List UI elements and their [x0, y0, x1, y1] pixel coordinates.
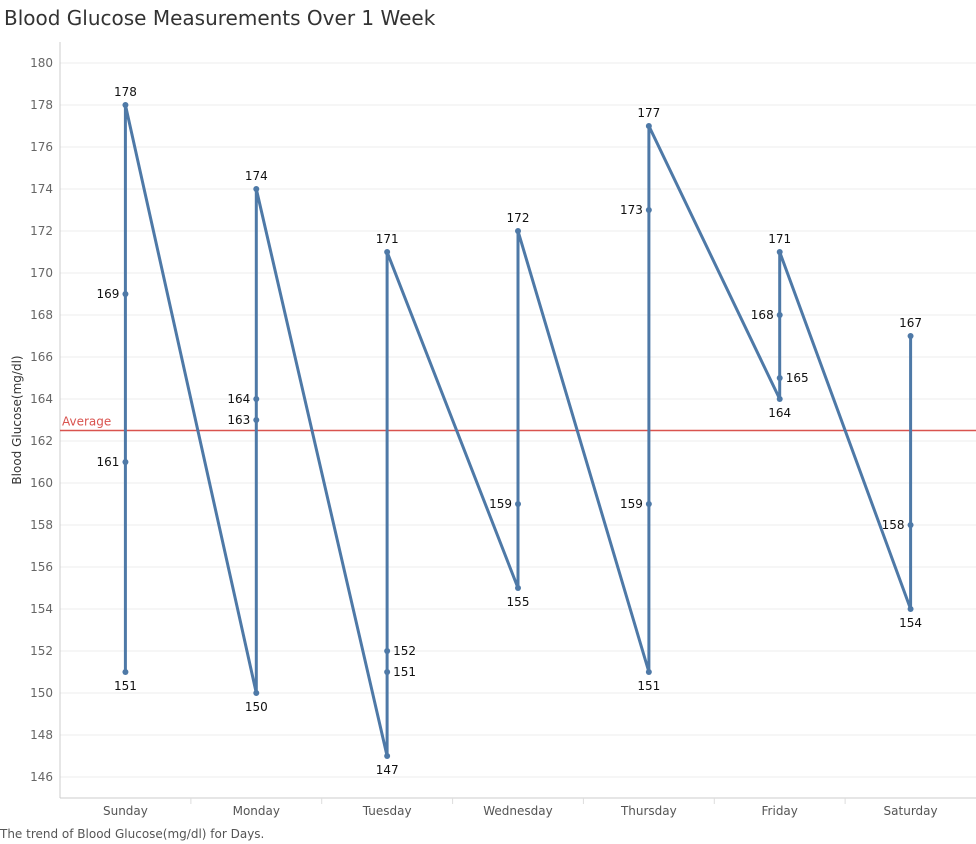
chart-caption: The trend of Blood Glucose(mg/dl) for Da… — [0, 827, 265, 841]
data-point[interactable] — [384, 669, 391, 675]
data-label: 171 — [376, 232, 399, 246]
data-label: 151 — [114, 679, 137, 693]
data-point[interactable] — [907, 606, 914, 612]
data-label: 167 — [899, 316, 922, 330]
data-label: 151 — [637, 679, 660, 693]
data-label: 164 — [768, 406, 791, 420]
data-point[interactable] — [384, 753, 391, 759]
y-tick-labels: 146 148 150 152 154 156 158 160 162 164 166 168 170 1… — [30, 56, 53, 784]
average-label: Average — [62, 415, 111, 429]
data-point[interactable] — [645, 123, 652, 129]
x-tick-label-monday: Monday — [233, 804, 280, 818]
x-tick-label-wednesday: Wednesday — [483, 804, 552, 818]
y-tick-label: 158 — [30, 518, 53, 532]
data-label: 173 — [620, 203, 643, 217]
data-point[interactable] — [122, 102, 129, 108]
y-tick-label: 170 — [30, 266, 53, 280]
y-tick-label: 154 — [30, 602, 53, 616]
data-point[interactable] — [253, 417, 260, 423]
data-point[interactable] — [907, 333, 914, 339]
y-tick-label: 146 — [30, 770, 53, 784]
x-tick-label-tuesday: Tuesday — [362, 804, 412, 818]
data-point[interactable] — [122, 291, 129, 297]
data-label: 178 — [114, 85, 137, 99]
data-point[interactable] — [515, 501, 521, 507]
glucose-series-line — [123, 103, 913, 758]
chart-title: Blood Glucose Measurements Over 1 Week — [4, 6, 436, 30]
data-point[interactable] — [776, 312, 783, 318]
data-point[interactable] — [253, 186, 260, 192]
data-label: 155 — [507, 595, 530, 609]
data-label: 163 — [227, 413, 250, 427]
data-point[interactable] — [384, 249, 391, 255]
data-label: 161 — [97, 455, 120, 469]
data-point[interactable] — [645, 207, 652, 213]
data-label: 159 — [489, 497, 512, 511]
data-point[interactable] — [776, 249, 783, 255]
y-tick-label: 168 — [30, 308, 53, 322]
y-tick-label: 162 — [30, 434, 53, 448]
data-point[interactable] — [645, 501, 652, 507]
data-labels: 151 161 169 178 150 163 164 174 147 151 152 171 155 1… — [97, 85, 923, 777]
data-label: 164 — [227, 392, 250, 406]
y-tick-label: 164 — [30, 392, 53, 406]
y-axis-label: Blood Glucose(mg/dl) — [10, 355, 24, 484]
x-tick-label-saturday: Saturday — [884, 804, 938, 818]
data-point[interactable] — [515, 228, 521, 234]
x-tick-label-sunday: Sunday — [103, 804, 148, 818]
x-tick-label-friday: Friday — [762, 804, 798, 818]
y-tick-label: 176 — [30, 140, 53, 154]
data-label: 158 — [882, 518, 905, 532]
y-tick-label: 160 — [30, 476, 53, 490]
y-tick-label: 166 — [30, 350, 53, 364]
data-label: 171 — [768, 232, 791, 246]
data-label: 152 — [393, 644, 416, 658]
data-point[interactable] — [645, 669, 652, 675]
y-tick-label: 178 — [30, 98, 53, 112]
data-label: 159 — [620, 497, 643, 511]
y-tick-label: 152 — [30, 644, 53, 658]
y-tick-label: 180 — [30, 56, 53, 70]
y-tick-label: 174 — [30, 182, 53, 196]
data-point[interactable] — [907, 522, 914, 528]
x-tick-labels: Sunday Monday Tuesday Wednesday Thursday Frid… — [103, 798, 938, 818]
data-point[interactable] — [253, 690, 260, 696]
data-point[interactable] — [122, 459, 129, 465]
data-label: 147 — [376, 763, 399, 777]
data-label: 174 — [245, 169, 268, 183]
data-point[interactable] — [384, 648, 391, 654]
data-label: 168 — [751, 308, 774, 322]
series-line — [123, 103, 913, 758]
data-label: 151 — [393, 665, 416, 679]
data-point[interactable] — [776, 375, 783, 381]
data-point[interactable] — [515, 585, 521, 591]
x-tick-label-thursday: Thursday — [620, 804, 677, 818]
data-point[interactable] — [253, 396, 260, 402]
data-label: 177 — [637, 106, 660, 120]
y-tick-label: 150 — [30, 686, 53, 700]
data-point[interactable] — [776, 396, 783, 402]
y-tick-label: 156 — [30, 560, 53, 574]
y-tick-label: 148 — [30, 728, 53, 742]
axes: Blood Glucose(mg/dl) — [10, 42, 976, 799]
data-points — [122, 102, 914, 759]
data-label: 154 — [899, 616, 922, 630]
y-tick-label: 172 — [30, 224, 53, 238]
data-label: 150 — [245, 700, 268, 714]
data-label: 172 — [507, 211, 530, 225]
data-label: 165 — [786, 371, 809, 385]
data-label: 169 — [97, 287, 120, 301]
data-point[interactable] — [122, 669, 129, 675]
